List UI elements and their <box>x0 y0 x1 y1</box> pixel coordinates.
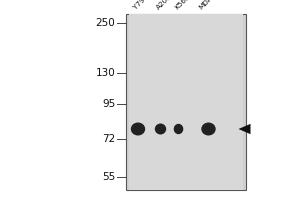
Text: 130: 130 <box>96 68 116 78</box>
Text: 55: 55 <box>102 172 116 182</box>
Ellipse shape <box>174 124 183 134</box>
Polygon shape <box>238 124 250 134</box>
Bar <box>129 14 243 190</box>
Ellipse shape <box>201 122 216 136</box>
Ellipse shape <box>131 122 145 136</box>
Text: K562: K562 <box>174 0 191 11</box>
Text: A2058: A2058 <box>155 0 176 11</box>
Text: Y79: Y79 <box>132 0 146 11</box>
Text: MDA-MB231: MDA-MB231 <box>198 0 233 11</box>
Text: 95: 95 <box>102 99 116 109</box>
Bar <box>126 14 246 190</box>
Text: 72: 72 <box>102 134 116 144</box>
Ellipse shape <box>155 123 166 134</box>
Text: 250: 250 <box>96 18 116 28</box>
